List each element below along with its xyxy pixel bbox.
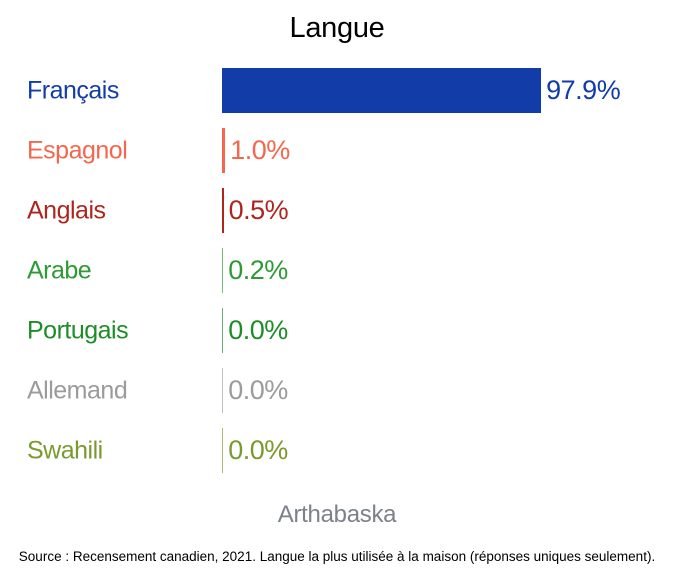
category-label: Portugais bbox=[27, 316, 129, 344]
category-label: Allemand bbox=[27, 376, 128, 404]
bar bbox=[222, 368, 224, 413]
value-label: 0.5% bbox=[228, 195, 289, 225]
category-label: Swahili bbox=[27, 436, 103, 464]
bar-row-francais: Français 97.9% bbox=[0, 68, 674, 113]
bar-row-anglais: Anglais 0.5% bbox=[0, 188, 674, 233]
value-label: 1.0% bbox=[230, 135, 290, 165]
value-label: 97.9% bbox=[546, 75, 621, 105]
bar bbox=[222, 248, 224, 293]
chart-title: Langue bbox=[289, 12, 385, 44]
bar bbox=[222, 428, 224, 473]
bar bbox=[222, 188, 224, 233]
value-label: 0.0% bbox=[228, 375, 288, 405]
bar-row-espagnol: Espagnol 1.0% bbox=[0, 128, 674, 173]
bar bbox=[222, 68, 542, 113]
bar bbox=[222, 128, 226, 173]
bar-rows: Français 97.9% Espagnol 1.0% Anglais 0.5… bbox=[0, 68, 674, 488]
bar bbox=[222, 308, 224, 353]
value-label: 0.2% bbox=[228, 255, 288, 285]
value-label: 0.0% bbox=[228, 315, 288, 345]
region-subtitle: Arthabaska bbox=[277, 501, 397, 528]
category-label: Anglais bbox=[27, 196, 106, 224]
bar-row-arabe: Arabe 0.2% bbox=[0, 248, 674, 293]
bar-row-allemand: Allemand 0.0% bbox=[0, 368, 674, 413]
value-label: 0.0% bbox=[228, 435, 288, 465]
category-label: Arabe bbox=[27, 256, 92, 284]
bar-row-portugais: Portugais 0.0% bbox=[0, 308, 674, 353]
bar-row-swahili: Swahili 0.0% bbox=[0, 428, 674, 473]
category-label: Français bbox=[27, 76, 119, 104]
source-note: Source : Recensement canadien, 2021. Lan… bbox=[18, 549, 656, 564]
category-label: Espagnol bbox=[27, 136, 128, 164]
